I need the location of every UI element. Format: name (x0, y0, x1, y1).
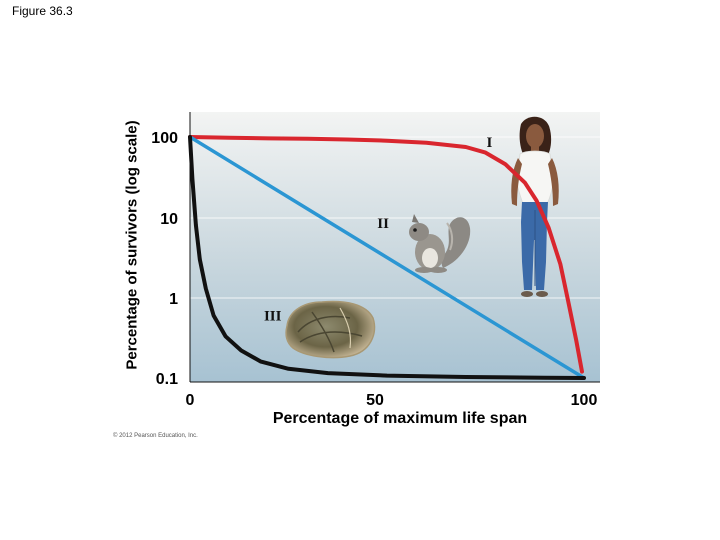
y-tick-0.1: 0.1 (156, 371, 178, 388)
copyright-notice: © 2012 Pearson Education, Inc. (113, 433, 198, 439)
series-line-I (188, 135, 584, 374)
y-tick-1: 1 (169, 291, 178, 308)
x-tick-50: 50 (366, 392, 384, 409)
oyster-image (285, 300, 376, 359)
squirrel-image (409, 214, 471, 273)
x-tick-0: 0 (186, 392, 195, 409)
figure-label: Figure 36.3 (12, 4, 73, 18)
series-layer (188, 135, 586, 380)
curve-label-II: II (377, 216, 389, 232)
x-tick-100: 100 (571, 392, 598, 409)
y-tick-100: 100 (151, 130, 178, 147)
series-line-II (188, 135, 586, 380)
y-tick-10: 10 (160, 211, 178, 228)
curve-label-I: I (486, 135, 492, 151)
x-axis-label: Percentage of maximum life span (272, 410, 528, 427)
series-line-III (188, 135, 586, 380)
curve-label-III: III (264, 309, 282, 325)
